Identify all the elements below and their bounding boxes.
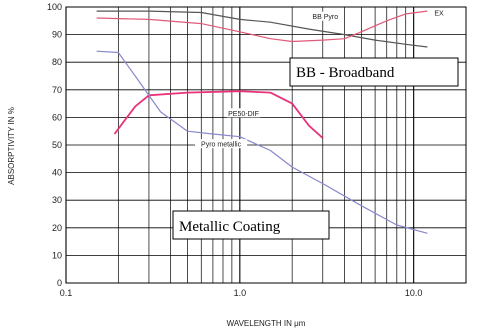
y-tick-label: 60	[52, 112, 62, 122]
series-line-pyro-metallic	[96, 50, 428, 234]
annotation-metallic-coating: Metallic Coating	[172, 210, 330, 240]
series-label-background	[310, 11, 341, 21]
series-label: PE50-DIF	[228, 111, 259, 118]
y-tick-label: 20	[52, 223, 62, 233]
x-tick-label: 10.0	[405, 288, 423, 298]
series-label-background	[226, 108, 261, 118]
series-label: EX	[434, 11, 444, 18]
annotation-broadband-text: BB - Broadband	[296, 65, 395, 81]
series-labels: BB Pyro EX PE50-DIF Pyro metallic	[195, 8, 445, 149]
series-label: Pyro metallic	[201, 142, 242, 149]
y-tick-label: 40	[52, 168, 62, 178]
y-tick-label: 70	[52, 85, 62, 95]
x-tick-label: 0.1	[60, 288, 73, 298]
y-tick-label: 80	[52, 57, 62, 67]
y-axis-title: ABSORPTIVITY IN %	[7, 107, 16, 185]
grid	[65, 6, 467, 284]
x-axis-title: WAVELENGTH IN μm	[227, 319, 306, 328]
annotation-metallic-coating-text: Metallic Coating	[179, 219, 281, 235]
y-tick-label: 30	[52, 195, 62, 205]
tick-labels: 0 10 20 30 40 50 60 70 80 90 100 0.1 1.0 10.0	[47, 2, 422, 298]
series-label-background	[195, 139, 248, 149]
series-line-pe50-dif	[113, 90, 324, 139]
y-tick-label: 100	[47, 2, 62, 12]
series-label-background	[433, 8, 445, 18]
series-line-bb-pyro	[96, 10, 428, 48]
y-tick-label: 10	[52, 250, 62, 260]
series-lines	[96, 10, 428, 234]
y-tick-label: 0	[57, 278, 62, 288]
series-line-ex	[96, 10, 428, 43]
annotation-broadband: BB - Broadband	[289, 57, 459, 87]
x-tick-label: 1.0	[234, 288, 247, 298]
series-label: BB Pyro	[312, 14, 338, 21]
y-tick-label: 90	[52, 30, 62, 40]
y-tick-label: 50	[52, 140, 62, 150]
